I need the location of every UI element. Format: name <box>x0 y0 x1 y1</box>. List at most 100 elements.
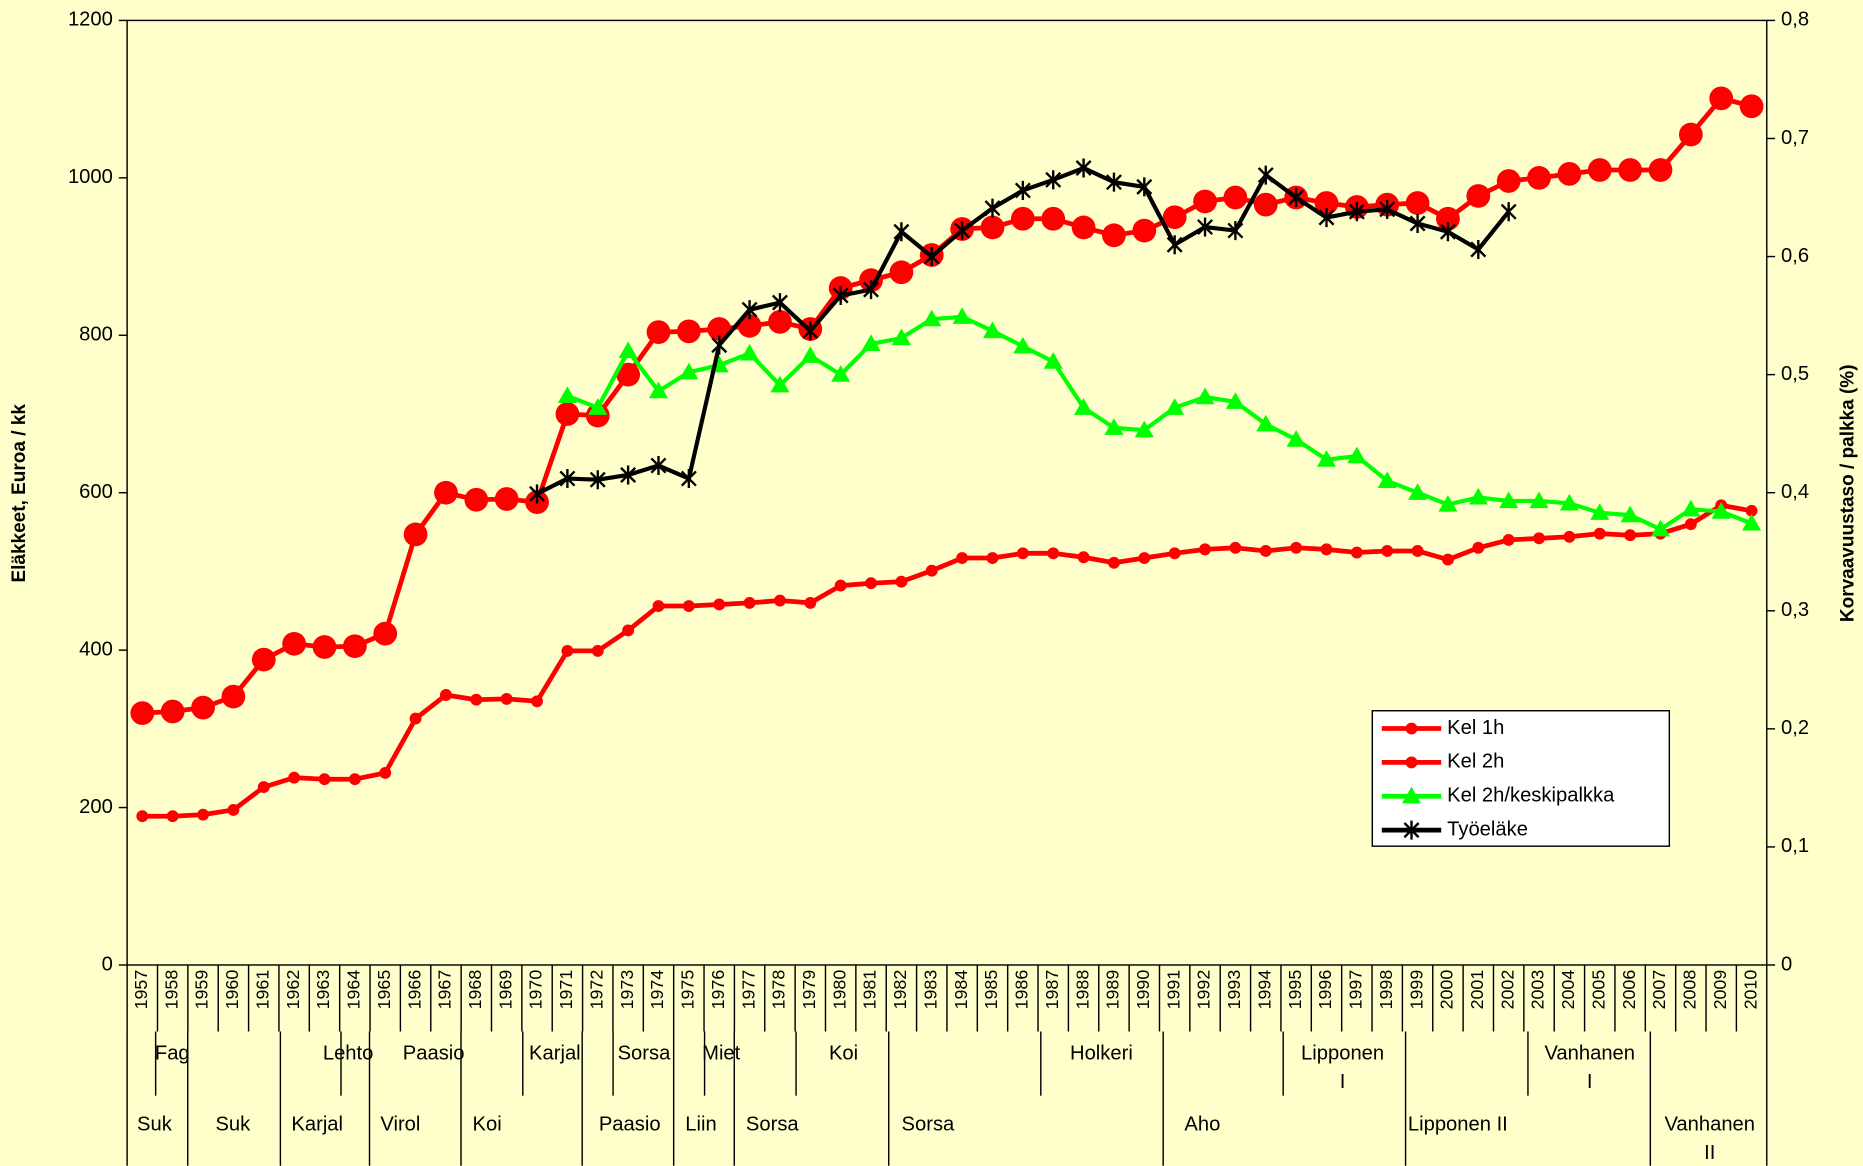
marker <box>1229 541 1242 554</box>
marker <box>1314 191 1339 215</box>
marker <box>1290 541 1303 554</box>
marker <box>1108 556 1120 569</box>
marker <box>464 487 489 512</box>
marker <box>227 803 240 816</box>
legend-box <box>1371 710 1671 847</box>
marker <box>740 343 760 361</box>
government-label: Lipponen II <box>1408 1114 1508 1136</box>
marker <box>1195 387 1215 405</box>
government-label: I <box>1587 1071 1593 1093</box>
marker <box>831 365 851 382</box>
marker <box>160 699 185 724</box>
marker <box>861 334 881 352</box>
marker <box>676 319 701 344</box>
marker <box>440 689 452 701</box>
government-label: Karjal <box>291 1114 343 1136</box>
marker <box>1288 188 1305 208</box>
marker <box>680 469 697 489</box>
x-tick-label: 1993 <box>1224 970 1244 1010</box>
legend-item: Kel 2h <box>1381 751 1504 773</box>
marker <box>1105 172 1122 192</box>
x-tick-label: 1987 <box>1042 970 1062 1010</box>
marker <box>1405 191 1430 215</box>
marker <box>1014 180 1031 200</box>
government-label: Holkeri <box>1070 1042 1133 1064</box>
y-tick-label: 400 <box>79 638 113 660</box>
x-tick-label: 1963 <box>313 970 333 1010</box>
x-tick-label: 2003 <box>1528 970 1548 1010</box>
government-label: Liin <box>685 1114 716 1136</box>
y2-tick-label: 0,2 <box>1781 717 1809 739</box>
marker <box>470 693 483 706</box>
legend-marker <box>1405 756 1418 769</box>
government-label: Sorsa <box>902 1114 956 1136</box>
government-label: I <box>1340 1071 1346 1093</box>
y-tick-label: 200 <box>79 796 113 818</box>
x-tick-label: 1958 <box>161 970 181 1010</box>
marker <box>646 320 671 345</box>
marker <box>1527 165 1551 190</box>
marker <box>1043 352 1063 369</box>
x-tick-label: 1959 <box>192 970 212 1010</box>
marker <box>1134 420 1154 438</box>
x-tick-label: 1982 <box>890 970 910 1010</box>
marker <box>282 631 307 656</box>
marker <box>557 386 577 404</box>
y-tick-label: 800 <box>79 324 113 346</box>
y-tick-label: 600 <box>79 481 113 503</box>
marker <box>348 773 361 786</box>
legend-item: Kel 2h/keskipalkka <box>1381 785 1615 807</box>
marker <box>1013 336 1033 354</box>
x-tick-label: 2007 <box>1649 970 1669 1010</box>
marker <box>1466 184 1491 208</box>
marker <box>1071 215 1096 240</box>
marker <box>1502 533 1515 546</box>
marker <box>1166 235 1183 255</box>
x-tick-label: 1999 <box>1406 970 1426 1010</box>
marker <box>1348 202 1365 222</box>
marker <box>1650 519 1670 537</box>
x-tick-label: 1986 <box>1012 970 1032 1010</box>
y2-tick-label: 0,8 <box>1781 9 1809 31</box>
government-label: Karjal <box>529 1042 581 1064</box>
marker <box>251 647 276 672</box>
x-tick-label: 1979 <box>799 970 819 1010</box>
legend-label: Kel 1h <box>1447 717 1504 739</box>
marker <box>774 594 786 607</box>
marker <box>1259 545 1272 557</box>
x-tick-label: 1976 <box>708 970 728 1010</box>
marker <box>342 634 367 659</box>
marker <box>1010 206 1035 231</box>
x-tick-label: 1965 <box>374 970 394 1010</box>
marker <box>1381 545 1394 557</box>
marker <box>1557 162 1582 186</box>
marker <box>379 766 392 779</box>
y2-axis-label: Korvaavuustaso / palkka (%) <box>1838 364 1859 622</box>
marker <box>1411 545 1424 557</box>
government-label: Miet <box>702 1042 741 1064</box>
marker <box>1379 199 1396 219</box>
marker <box>1590 503 1610 520</box>
marker <box>1408 483 1428 500</box>
y-tick-label: 1200 <box>68 9 113 31</box>
marker <box>1256 414 1276 432</box>
marker <box>494 487 519 511</box>
marker <box>221 684 246 709</box>
x-tick-label: 1966 <box>404 970 424 1010</box>
marker <box>1225 392 1245 409</box>
legend-label: Kel 2h/keskipalkka <box>1447 785 1615 807</box>
marker <box>737 313 762 338</box>
x-tick-label: 1992 <box>1194 970 1214 1010</box>
series-markers <box>529 158 1517 504</box>
government-label: Koi <box>473 1114 502 1136</box>
marker <box>1439 222 1456 242</box>
government-label: Lipponen <box>1301 1042 1384 1064</box>
marker <box>1438 495 1458 512</box>
marker <box>954 221 971 241</box>
marker <box>1533 532 1545 545</box>
marker <box>1409 213 1426 234</box>
marker <box>1132 218 1157 243</box>
marker <box>1587 158 1612 182</box>
marker <box>531 695 543 708</box>
y2-tick-label: 0,3 <box>1781 599 1809 621</box>
